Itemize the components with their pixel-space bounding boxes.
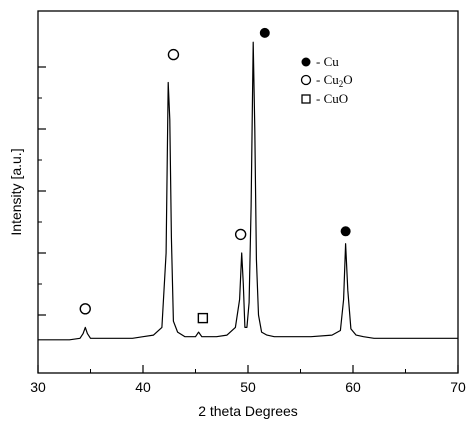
cu-peak-marker bbox=[340, 226, 351, 237]
x-axis-title: 2 theta Degrees bbox=[198, 403, 298, 419]
x-tick-label: 70 bbox=[450, 379, 466, 395]
x-tick-label: 50 bbox=[240, 379, 256, 395]
legend-label-cuo: - CuO bbox=[316, 91, 348, 106]
legend-label-cu2o-tail: O bbox=[343, 72, 352, 87]
cu2o-peak-marker bbox=[79, 303, 91, 315]
x-axis-tick-labels: 30 40 50 60 70 bbox=[30, 379, 466, 395]
legend-label-cu2o-subscript: 2 bbox=[339, 79, 344, 89]
legend-item-cu: - Cu bbox=[301, 54, 339, 69]
cu-peak-marker bbox=[259, 27, 270, 38]
legend: - Cu - Cu2O - CuO bbox=[300, 54, 353, 106]
cuo-peak-marker bbox=[197, 312, 209, 324]
cu2o-peak-marker bbox=[234, 228, 247, 241]
x-tick-label: 60 bbox=[345, 379, 361, 395]
peak-markers bbox=[79, 27, 351, 324]
y-axis-ticks bbox=[38, 66, 46, 316]
x-tick-label: 30 bbox=[30, 379, 46, 395]
cu2o-peak-marker bbox=[167, 48, 180, 61]
legend-label-cu: - Cu bbox=[316, 54, 339, 69]
x-tick-label: 40 bbox=[135, 379, 151, 395]
legend-filled-circle-icon bbox=[301, 57, 311, 67]
diffraction-pattern-line bbox=[38, 41, 458, 341]
legend-label-cu2o: - Cu2O bbox=[316, 72, 353, 89]
x-axis-ticks bbox=[37, 365, 459, 373]
y-axis-title: Intensity [a.u.] bbox=[8, 148, 24, 235]
legend-open-square-icon bbox=[301, 94, 311, 104]
legend-item-cuo: - CuO bbox=[301, 91, 348, 106]
legend-open-circle-icon bbox=[300, 74, 312, 86]
legend-item-cu2o: - Cu2O bbox=[300, 72, 353, 89]
legend-label-cu2o-main: - Cu bbox=[316, 72, 339, 87]
